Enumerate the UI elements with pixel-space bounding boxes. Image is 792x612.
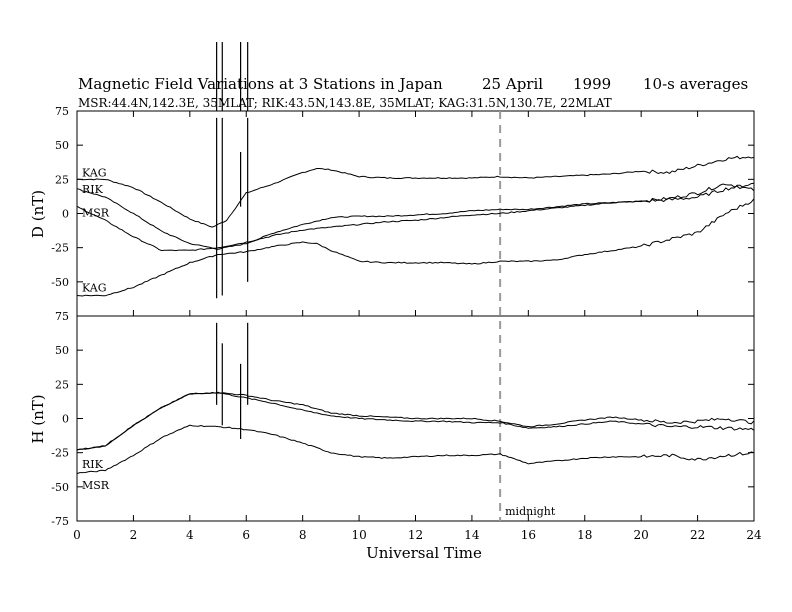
y-tick-label: 0	[62, 413, 69, 426]
x-tick-label: 2	[130, 528, 138, 542]
y-tick-label: 50	[55, 139, 69, 152]
x-tick-label: 22	[690, 528, 705, 542]
h-label-msr: MSR	[82, 479, 110, 492]
d-label-kag-lower: KAG	[82, 282, 107, 295]
d-y-axis-title: D (nT)	[29, 190, 47, 238]
y-tick-label: 25	[55, 173, 69, 186]
x-tick-label: 16	[521, 528, 536, 542]
h-y-axis: -75 -50 -25 0 25 50 75	[51, 310, 754, 528]
x-tick-label: 4	[186, 528, 194, 542]
y-tick-label: -50	[51, 276, 69, 289]
chart-year: 1999	[573, 75, 611, 93]
series-line-h-unlabeled-1	[76, 391, 755, 451]
x-axis: 0 2 4 6 8 10 12 14 16 18 20 22 24	[73, 111, 762, 542]
chart-title: Magnetic Field Variations at 3 Stations …	[78, 75, 443, 93]
h-label-rik: RIK	[82, 458, 104, 471]
series-line-d-msr-2	[76, 182, 755, 252]
d-label-msr: MSR	[82, 207, 110, 220]
y-tick-label: -25	[51, 242, 69, 255]
x-tick-label: 8	[299, 528, 307, 542]
series-line-h-msr-2	[76, 424, 755, 475]
h-y-axis-title: H (nT)	[29, 394, 47, 443]
x-tick-label: 0	[73, 528, 81, 542]
x-axis-title: Universal Time	[366, 544, 482, 562]
y-tick-label: 75	[55, 105, 69, 118]
x-tick-label: 24	[746, 528, 762, 542]
y-tick-label: 50	[55, 344, 69, 357]
x-tick-label: 6	[242, 528, 250, 542]
x-tick-label: 18	[577, 528, 592, 542]
y-tick-label: -50	[51, 481, 69, 494]
y-tick-label: 25	[55, 378, 69, 391]
x-tick-label: 12	[408, 528, 423, 542]
d-y-axis: -50 -25 0 25 50 75	[51, 105, 754, 317]
x-tick-label: 20	[634, 528, 649, 542]
x-tick-label: 14	[464, 528, 480, 542]
chart-averaging: 10-s averages	[643, 75, 748, 93]
midnight-label: midnight	[505, 505, 556, 518]
d-label-kag-upper: KAG	[82, 166, 107, 179]
series-line-d-kag-3	[76, 198, 755, 297]
station-coordinates: MSR:44.4N,142.3E, 35MLAT; RIK:43.5N,143.…	[78, 96, 612, 110]
y-tick-label: -25	[51, 447, 69, 460]
substorm-bursts	[216, 42, 249, 439]
series-layer	[76, 155, 755, 475]
series-line-d-kag-0	[77, 155, 755, 228]
x-tick-label: 10	[351, 528, 366, 542]
chart-date: 25 April	[482, 75, 543, 93]
y-tick-label: -75	[51, 515, 69, 528]
y-tick-label: 0	[62, 208, 69, 221]
d-panel-frame	[76, 110, 755, 317]
series-line-d-rik-1	[76, 183, 755, 250]
y-tick-label: 75	[55, 310, 69, 323]
d-label-rik: RIK	[82, 183, 104, 196]
